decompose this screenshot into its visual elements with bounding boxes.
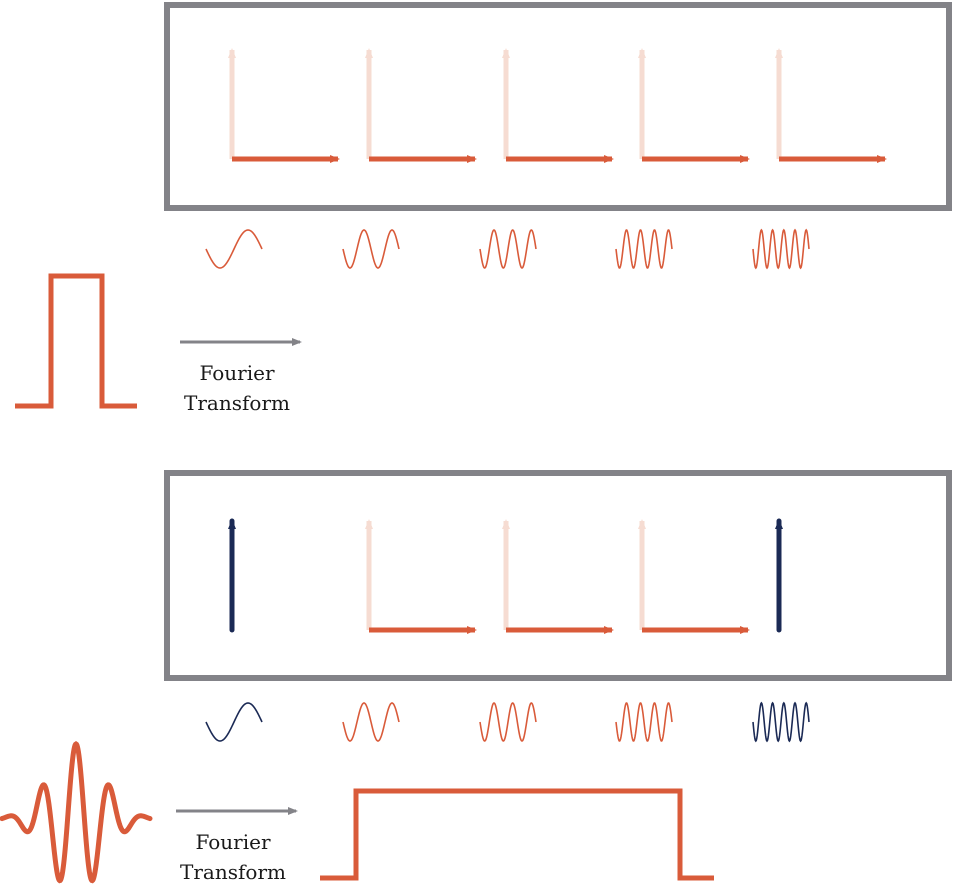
spin-unit	[365, 48, 477, 163]
spin-unit	[502, 519, 614, 634]
bottom-caption-line2: Transform	[180, 860, 286, 884]
sine-wave-icon	[479, 229, 537, 269]
spin-unit	[365, 519, 477, 634]
top-panel-frame	[164, 2, 952, 211]
spin-unit	[638, 48, 750, 163]
top-caption-line2: Transform	[184, 391, 290, 415]
top-wave-group	[205, 228, 810, 270]
wide-pulse-icon	[320, 788, 714, 881]
spin-unit	[775, 48, 887, 163]
sine-wave-icon	[342, 702, 400, 742]
top-panel	[164, 2, 952, 270]
bottom-wave-group	[205, 701, 810, 743]
sine-wave-icon	[752, 701, 810, 743]
spin-unit	[638, 519, 750, 634]
square-pulse-icon	[15, 273, 137, 409]
bottom-caption-line1: Fourier	[195, 830, 270, 854]
spin-unit	[502, 48, 614, 163]
spin-unit	[228, 48, 340, 163]
top-unit-group	[228, 48, 887, 163]
top-caption-line1: Fourier	[199, 361, 274, 385]
sine-wave-icon	[615, 229, 673, 269]
bottom-panel	[164, 470, 952, 743]
sine-wave-icon	[342, 229, 400, 269]
sine-wave-icon	[205, 229, 263, 269]
bottom-panel-frame	[164, 470, 952, 681]
sine-wave-icon	[479, 702, 537, 742]
bottom-unit-group	[228, 518, 783, 634]
sine-wave-icon	[205, 702, 263, 742]
wavelet-icon	[0, 740, 153, 884]
sine-wave-icon	[615, 702, 673, 742]
sine-wave-icon	[752, 228, 810, 270]
